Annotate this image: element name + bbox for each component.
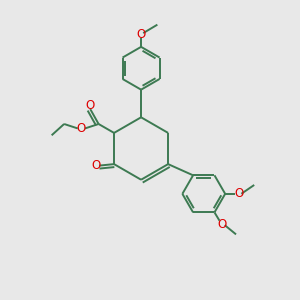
Text: O: O: [136, 28, 146, 41]
Text: O: O: [91, 159, 100, 172]
Text: O: O: [77, 122, 86, 135]
Text: O: O: [86, 99, 95, 112]
Text: O: O: [217, 218, 226, 231]
Text: O: O: [234, 187, 243, 200]
